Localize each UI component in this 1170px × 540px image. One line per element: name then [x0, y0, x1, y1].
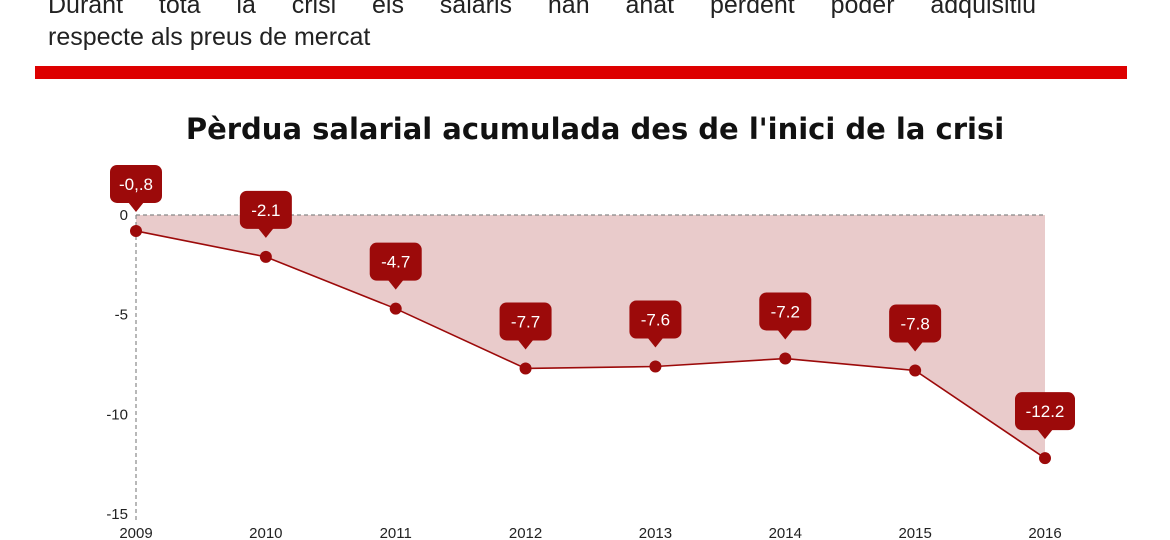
data-label: -7.8 [900, 314, 929, 333]
data-label: -2.1 [251, 201, 280, 220]
y-tick-label: -5 [115, 307, 128, 324]
chart-title: Pèrdua salarial acumulada des de l'inici… [185, 112, 1005, 146]
x-tick-label: 2014 [769, 525, 802, 540]
data-label-callout: -4.7 [369, 242, 422, 290]
x-tick-label: 2015 [898, 525, 931, 540]
data-label-pointer [647, 337, 664, 348]
data-label-callout: -7.7 [499, 302, 552, 350]
data-label-pointer [907, 341, 924, 352]
data-label-pointer [387, 279, 404, 290]
data-label-box [629, 300, 682, 339]
x-tick-label: 2009 [119, 525, 152, 540]
data-point [649, 360, 662, 373]
data-point [259, 250, 272, 263]
loss-area [136, 215, 1045, 459]
data-label-callout: -0,.8 [110, 164, 162, 212]
x-tick-label: 2011 [380, 525, 412, 540]
data-point [779, 352, 792, 365]
data-label-callout: -7.6 [629, 300, 682, 348]
y-tick-label: 0 [120, 207, 128, 224]
x-tick-label: 2013 [639, 525, 672, 540]
data-label: -7.6 [641, 310, 670, 329]
data-label-pointer [517, 339, 534, 350]
intro-line-2: respecte als preus de mercat [48, 23, 371, 51]
y-tick-label: -15 [106, 506, 128, 523]
data-label-pointer [1037, 429, 1053, 440]
data-label-box [239, 190, 292, 229]
data-point [130, 224, 142, 237]
data-label: -0,.8 [119, 175, 153, 194]
x-tick-label: 2016 [1028, 525, 1061, 540]
data-label-box [1015, 392, 1075, 431]
data-label-box [499, 302, 552, 341]
header-divider [35, 66, 1127, 79]
series-line [135, 230, 1046, 459]
data-label: -7.7 [511, 312, 540, 331]
data-label-box [759, 292, 812, 331]
data-label: -12.2 [1026, 402, 1065, 421]
data-label: -7.2 [771, 303, 800, 322]
intro-text: Durant tota la crisi els salaris han ana… [48, 0, 1036, 53]
data-label-pointer [128, 201, 144, 212]
data-point [1039, 452, 1051, 465]
data-label-callout: -7.2 [759, 292, 812, 340]
x-tick-label: 2010 [249, 525, 282, 540]
data-point [519, 362, 532, 375]
intro-line-1: Durant tota la crisi els salaris han ana… [48, 0, 1036, 19]
data-label-callout: -12.2 [1015, 392, 1075, 440]
data-label-box [110, 164, 162, 203]
x-tick-label: 2012 [509, 525, 542, 540]
data-label-box [889, 304, 942, 343]
data-point [909, 364, 922, 377]
data-point [389, 302, 402, 315]
data-label-callout: -2.1 [239, 190, 292, 238]
data-label-pointer [257, 227, 274, 238]
data-label-box [369, 242, 422, 281]
data-label: -4.7 [381, 253, 410, 272]
data-label-pointer [777, 329, 794, 340]
data-label-callout: -7.8 [889, 304, 942, 352]
y-tick-label: -10 [106, 406, 128, 423]
